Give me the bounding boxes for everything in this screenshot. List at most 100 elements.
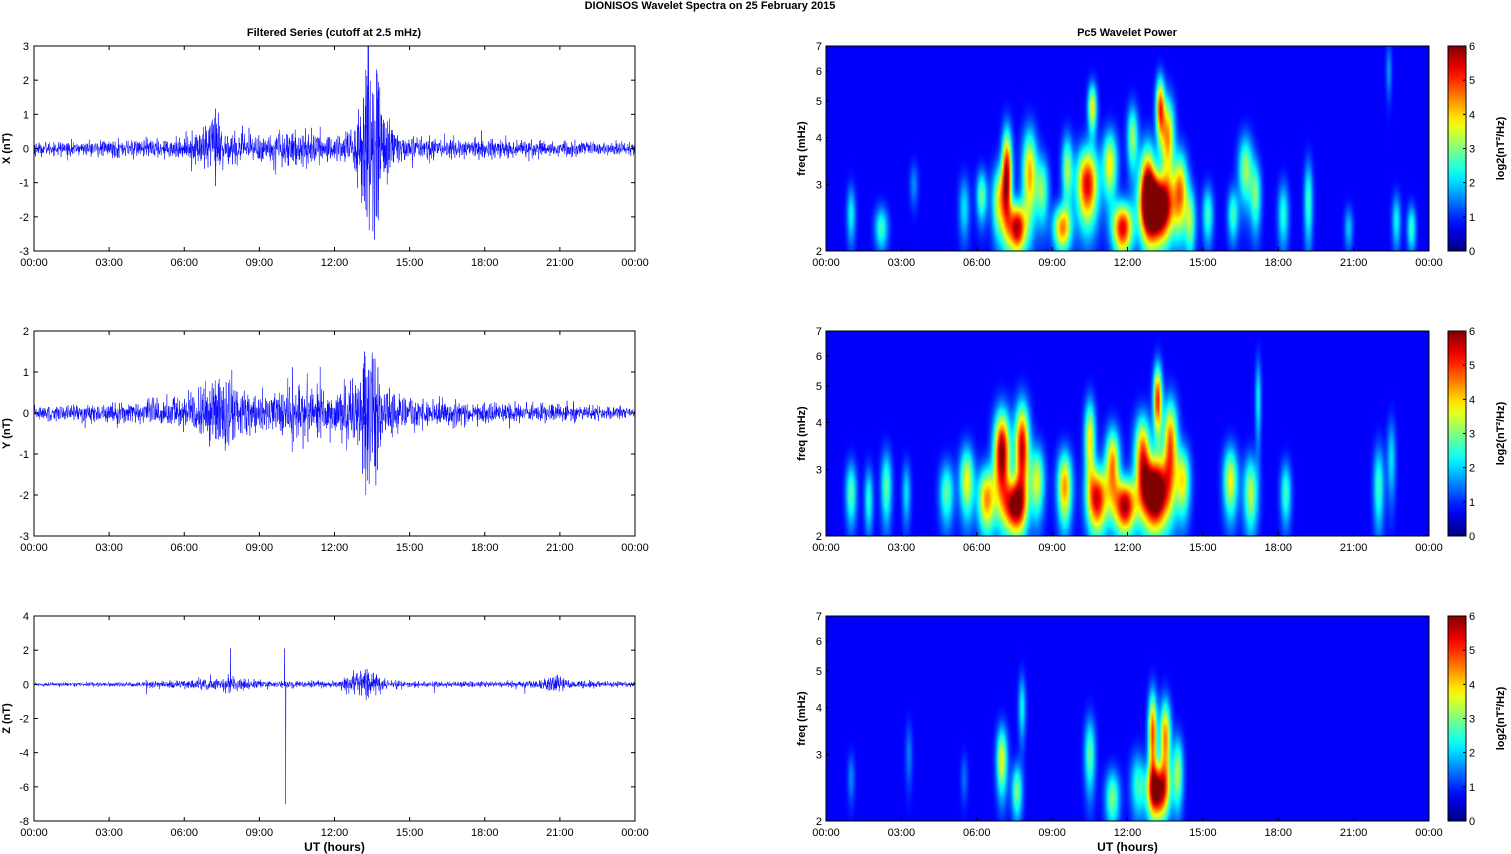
right-column-title: Pc5 Wavelet Power <box>1077 27 1178 39</box>
x-tick-label: 03:00 <box>888 827 916 839</box>
y-tick-label: 3 <box>816 180 822 192</box>
x-tick-label: 15:00 <box>1189 257 1217 269</box>
y-tick-label: -1 <box>19 178 29 190</box>
y-axis-label: Z (nT) <box>1 703 13 734</box>
x-tick-label: 06:00 <box>170 257 198 269</box>
y-tick-label: -2 <box>19 490 29 502</box>
colorbar-tick-label: 3 <box>1469 144 1475 156</box>
colorbar-tick-label: 1 <box>1469 782 1475 794</box>
y-tick-label: -1 <box>19 449 29 461</box>
y-tick-label: -3 <box>19 531 29 543</box>
y-tick-label: 5 <box>816 666 822 678</box>
colorbar-tick-label: 0 <box>1469 531 1475 543</box>
colorbar-label: log2(nT²/Hz) <box>1495 401 1507 465</box>
x-tick-label: 12:00 <box>321 542 349 554</box>
series-panel-y: 00:00 03:00 06:00 09:00 12:00 15:00 18:00 21:00… <box>1 326 649 554</box>
y-axis-label: freq (mHz) <box>796 121 808 176</box>
y-tick-label: 2 <box>23 645 29 657</box>
x-tick-label: 00:00 <box>20 257 48 269</box>
spectrum-panel-y: 00:00 03:00 06:00 09:00 12:00 15:00 18:00 21:00… <box>796 326 1507 554</box>
x-tick-label: 15:00 <box>1189 542 1217 554</box>
x-tick-label: 03:00 <box>95 827 123 839</box>
wavelet-power-image <box>826 46 1429 251</box>
y-tick-label: 7 <box>816 41 822 53</box>
y-tick-label: 2 <box>23 326 29 338</box>
y-tick-label: 6 <box>816 66 822 78</box>
y-tick-label: 3 <box>816 750 822 762</box>
y-tick-label: -3 <box>19 246 29 258</box>
colorbar-tick-label: 1 <box>1469 212 1475 224</box>
colorbar-tick-label: 4 <box>1469 109 1475 121</box>
colorbar-tick-label: 3 <box>1469 714 1475 726</box>
x-tick-label: 06:00 <box>170 827 198 839</box>
y-tick-label: -8 <box>19 816 29 828</box>
y-tick-label: 6 <box>816 351 822 363</box>
colorbar-tick-label: 2 <box>1469 178 1475 190</box>
x-tick-label: 00:00 <box>621 257 649 269</box>
x-tick-label: 09:00 <box>1038 257 1066 269</box>
x-tick-label: 18:00 <box>471 542 499 554</box>
y-axis-label: freq (mHz) <box>796 406 808 461</box>
x-tick-label: 21:00 <box>1340 542 1368 554</box>
x-tick-label: 21:00 <box>546 827 574 839</box>
x-tick-label: 03:00 <box>95 257 123 269</box>
colorbar-tick-label: 2 <box>1469 463 1475 475</box>
series-line-x <box>33 45 636 240</box>
x-tick-label: 21:00 <box>1340 827 1368 839</box>
x-tick-label: 12:00 <box>1114 827 1142 839</box>
x-tick-label: 09:00 <box>246 542 274 554</box>
y-tick-label: 4 <box>816 418 822 430</box>
colorbar-tick-label: 4 <box>1469 394 1475 406</box>
y-tick-label: 2 <box>23 75 29 87</box>
plot-area <box>34 616 635 821</box>
x-tick-label: 00:00 <box>621 542 649 554</box>
colorbar-tick-label: 4 <box>1469 679 1475 691</box>
y-tick-label: -6 <box>19 782 29 794</box>
y-axis-label: freq (mHz) <box>796 691 808 746</box>
x-tick-label: 18:00 <box>471 257 499 269</box>
wavelet-power-image <box>826 616 1429 821</box>
x-tick-label: 03:00 <box>888 542 916 554</box>
x-tick-label: 21:00 <box>546 257 574 269</box>
x-tick-label: 15:00 <box>396 827 424 839</box>
spectrum-panel-z: 00:00 03:00 06:00 09:00 12:00 15:00 18:00 21:00… <box>796 611 1507 854</box>
x-tick-label: 12:00 <box>1114 542 1142 554</box>
x-tick-label: 00:00 <box>621 827 649 839</box>
x-tick-label: 00:00 <box>812 827 840 839</box>
colorbar-tick-label: 0 <box>1469 816 1475 828</box>
y-tick-label: 7 <box>816 611 822 623</box>
x-tick-label: 09:00 <box>1038 827 1066 839</box>
x-tick-label: 00:00 <box>812 542 840 554</box>
x-tick-label: 03:00 <box>95 542 123 554</box>
x-tick-label: 09:00 <box>246 257 274 269</box>
x-tick-label: 00:00 <box>1415 257 1443 269</box>
y-tick-label: 3 <box>816 465 822 477</box>
x-tick-label: 12:00 <box>1114 257 1142 269</box>
colorbar-tick-label: 3 <box>1469 429 1475 441</box>
y-tick-label: 5 <box>816 96 822 108</box>
colorbar-tick-label: 5 <box>1469 360 1475 372</box>
y-tick-label: 2 <box>816 246 822 258</box>
y-tick-label: -4 <box>19 748 29 760</box>
x-tick-label: 09:00 <box>246 827 274 839</box>
x-axis-label: UT (hours) <box>1097 840 1158 854</box>
x-tick-label: 00:00 <box>20 542 48 554</box>
colorbar-label: log2(nT²/Hz) <box>1495 686 1507 750</box>
colorbar-tick-label: 6 <box>1469 611 1475 623</box>
y-tick-label: 1 <box>23 367 29 379</box>
x-tick-label: 09:00 <box>1038 542 1066 554</box>
colorbar-tick-label: 2 <box>1469 748 1475 760</box>
x-tick-label: 15:00 <box>396 542 424 554</box>
spectrum-panel-x: 00:00 03:00 06:00 09:00 12:00 15:00 18:00 21:00… <box>796 41 1507 269</box>
y-tick-label: 7 <box>816 326 822 338</box>
x-tick-label: 00:00 <box>1415 542 1443 554</box>
x-tick-label: 18:00 <box>1264 257 1292 269</box>
x-tick-label: 06:00 <box>170 542 198 554</box>
y-tick-label: 4 <box>816 703 822 715</box>
y-tick-label: 6 <box>816 636 822 648</box>
colorbar-tick-label: 1 <box>1469 497 1475 509</box>
x-tick-label: 00:00 <box>20 827 48 839</box>
x-tick-label: 12:00 <box>321 827 349 839</box>
y-tick-label: 4 <box>23 611 29 623</box>
x-tick-label: 18:00 <box>471 827 499 839</box>
